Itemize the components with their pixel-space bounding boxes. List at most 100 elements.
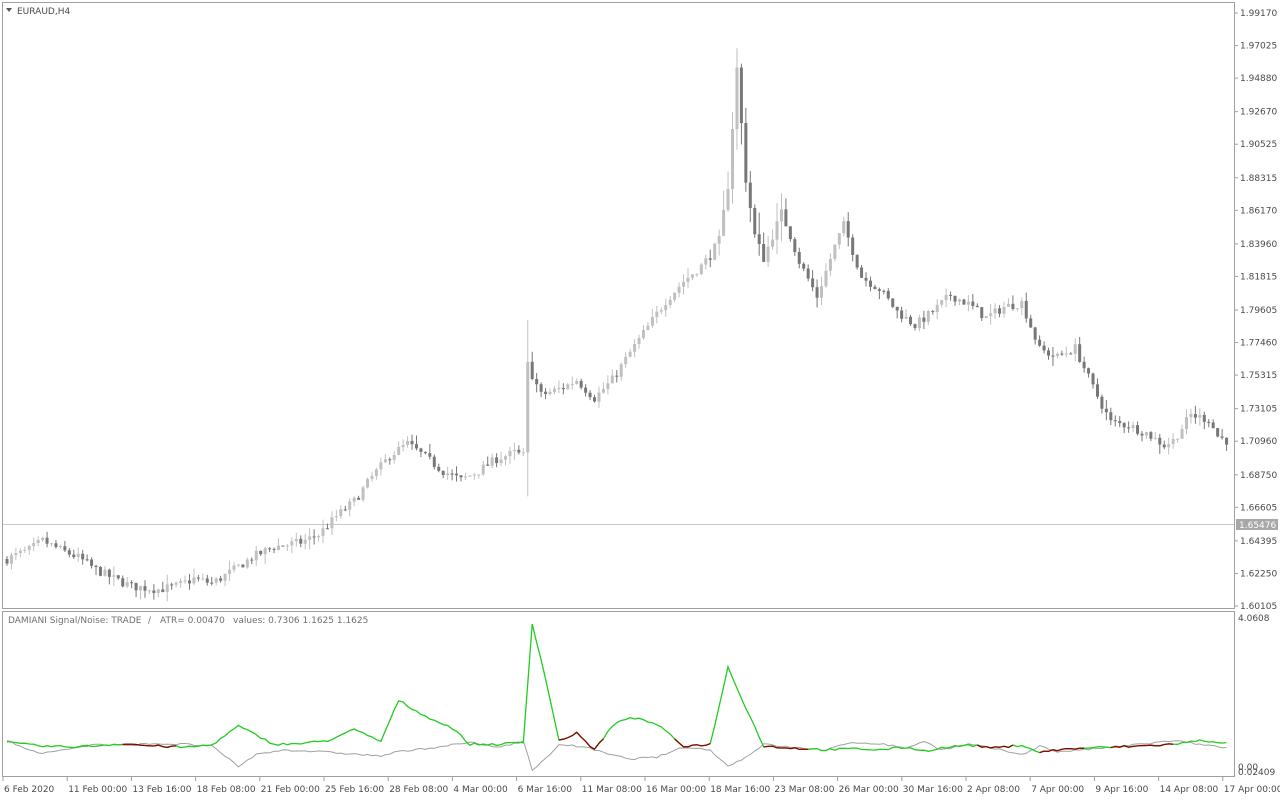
candle-body xyxy=(695,274,699,276)
candle-body xyxy=(682,281,686,287)
candle-body xyxy=(882,290,886,292)
time-label: 23 Mar 08:00 xyxy=(774,785,834,795)
candle-body xyxy=(1073,344,1077,354)
candle-body xyxy=(989,313,993,317)
time-label: 7 Apr 00:00 xyxy=(1031,785,1084,795)
indicator-frame xyxy=(2,611,1235,777)
time-label: 14 Apr 08:00 xyxy=(1160,785,1219,795)
candle-body xyxy=(730,129,734,190)
candle-body xyxy=(1011,303,1015,309)
candle-body xyxy=(245,559,249,568)
signal-below-segment xyxy=(763,745,809,751)
candle-body xyxy=(931,311,935,313)
price-label: 1.75315 xyxy=(1240,371,1277,381)
candle-body xyxy=(1184,417,1188,430)
candle-body xyxy=(873,286,877,290)
candle-body xyxy=(579,380,583,388)
candle-body xyxy=(517,449,521,453)
time-label: 28 Feb 08:00 xyxy=(389,785,448,795)
candle-body xyxy=(860,267,864,278)
candle-body xyxy=(223,573,227,581)
candle-body xyxy=(748,182,752,208)
signal-below-segment xyxy=(674,738,711,748)
candle-body xyxy=(441,470,445,476)
candle-body xyxy=(771,239,775,247)
candle-body xyxy=(219,578,223,581)
candle-body xyxy=(1136,425,1140,434)
candle-body xyxy=(544,391,548,394)
candle-body xyxy=(806,268,810,279)
indicator-values: values: 0.7306 1.1625 1.1625 xyxy=(233,616,368,626)
signal-line xyxy=(6,623,1227,754)
time-label: 18 Feb 08:00 xyxy=(197,785,256,795)
candle-body xyxy=(81,553,85,560)
candle-body xyxy=(23,549,27,551)
candle-body xyxy=(299,538,303,544)
candle-body xyxy=(561,387,565,390)
candle-body xyxy=(1202,414,1206,422)
candle-body xyxy=(868,280,872,287)
candle-body xyxy=(32,543,36,547)
candle-body xyxy=(116,575,120,579)
symbol-dropdown-icon[interactable] xyxy=(6,8,12,12)
candle-body xyxy=(837,233,841,245)
candle-body xyxy=(1113,420,1117,422)
candle-body xyxy=(904,316,908,319)
candle-body xyxy=(1069,353,1073,355)
candle-body xyxy=(312,536,316,538)
candle-body xyxy=(1055,353,1059,356)
candle-body xyxy=(824,270,828,287)
candle-body xyxy=(1064,353,1068,355)
candle-body xyxy=(112,575,116,577)
candle-body xyxy=(241,564,245,568)
candle-body xyxy=(998,308,1002,314)
candle-body xyxy=(303,539,307,544)
candle-body xyxy=(143,586,147,591)
price-label: 1.81815 xyxy=(1240,272,1277,282)
candle-body xyxy=(1029,318,1033,328)
candle-body xyxy=(1158,437,1162,445)
candle-body xyxy=(949,294,953,296)
candle-body xyxy=(802,263,806,269)
candle-body xyxy=(72,554,76,558)
candle-body xyxy=(147,590,151,592)
candle-body xyxy=(744,123,748,183)
candle-body xyxy=(330,517,334,529)
candle-body xyxy=(913,324,917,328)
candle-body xyxy=(1171,439,1175,445)
candle-body xyxy=(526,361,530,453)
candle-body xyxy=(232,565,236,570)
candle-body xyxy=(1225,437,1229,445)
candle-body xyxy=(107,569,111,577)
candle-body xyxy=(842,221,846,234)
candle-body xyxy=(690,274,694,278)
candle-body xyxy=(833,244,837,260)
candle-body xyxy=(548,391,552,394)
candle-body xyxy=(343,509,347,511)
candle-body xyxy=(446,473,450,476)
candle-body xyxy=(757,234,761,244)
candle-body xyxy=(272,548,276,550)
candle-body xyxy=(277,545,281,550)
candle-body xyxy=(103,569,107,576)
candle-body xyxy=(739,67,743,124)
candle-body xyxy=(281,545,285,547)
candle-body xyxy=(815,287,819,298)
candle-body xyxy=(793,239,797,253)
price-label: 1.92670 xyxy=(1240,108,1277,118)
candle-body xyxy=(1153,437,1157,439)
candle-body xyxy=(317,536,321,538)
indicator-zero-label: 0.00 xyxy=(1238,763,1258,773)
time-label: 6 Mar 16:00 xyxy=(518,785,573,795)
time-label: 4 Mar 00:00 xyxy=(453,785,508,795)
candle-body xyxy=(940,300,944,305)
candle-body xyxy=(673,292,677,300)
candle-body xyxy=(713,243,717,260)
candle-body xyxy=(1193,413,1197,418)
candle-body xyxy=(828,259,832,271)
candle-body xyxy=(156,589,160,593)
candle-body xyxy=(535,379,539,385)
price-label: 1.99170 xyxy=(1240,9,1277,19)
price-label: 1.94880 xyxy=(1240,74,1277,84)
